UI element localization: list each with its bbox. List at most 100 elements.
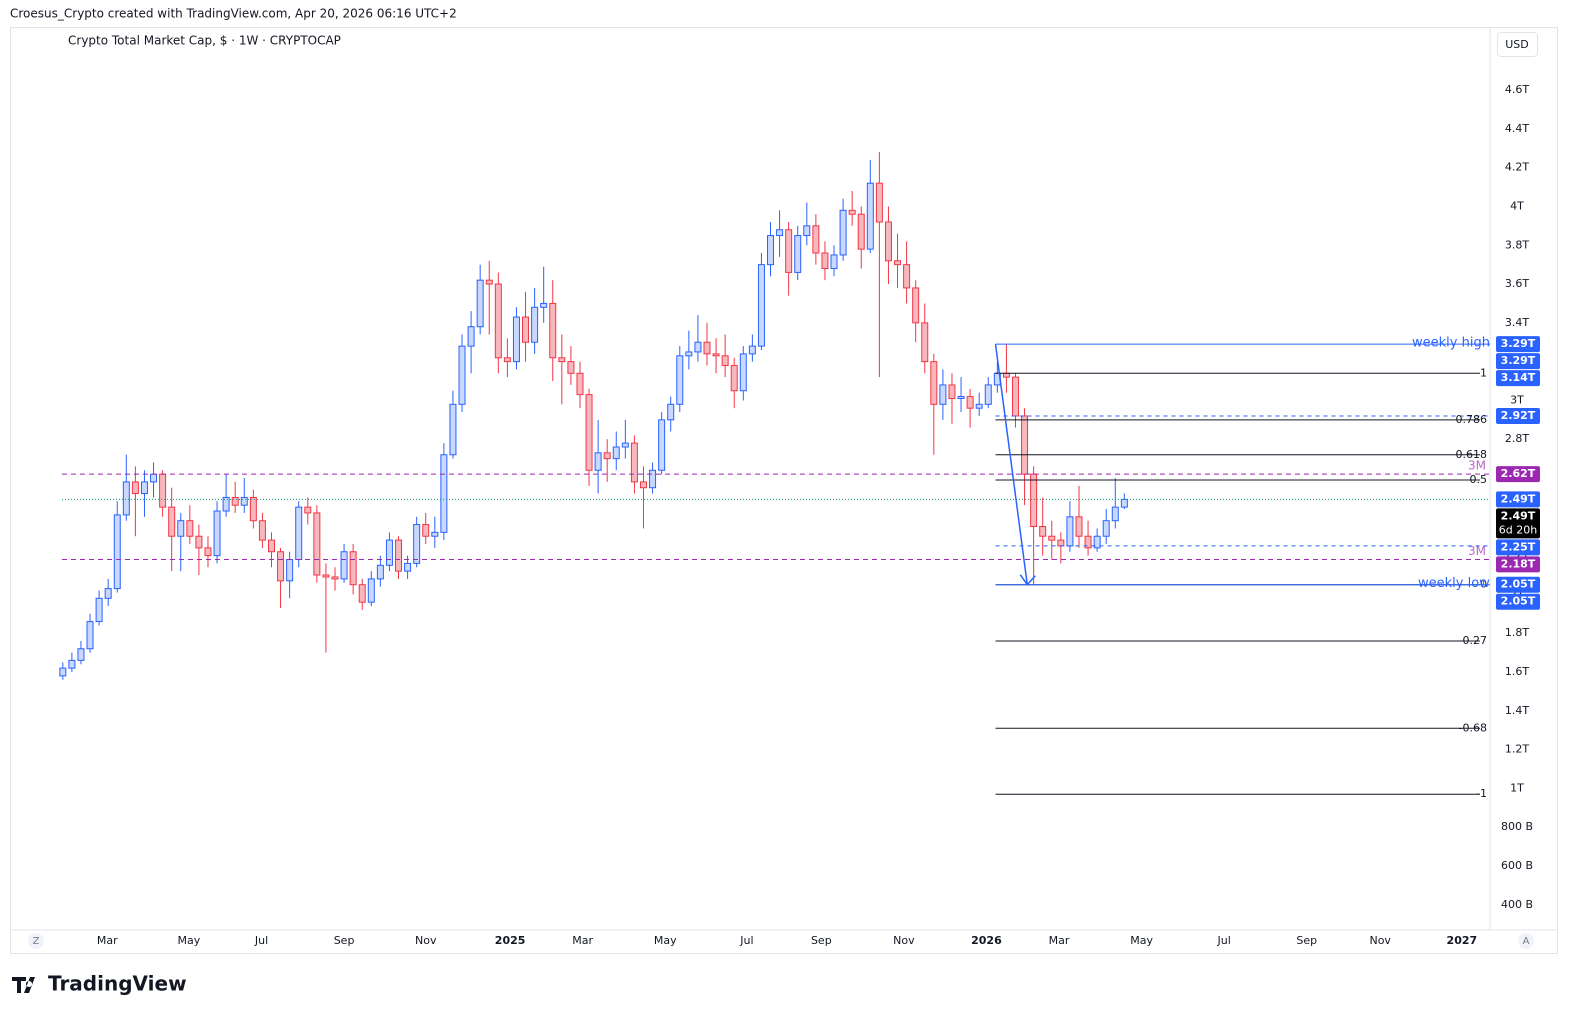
price-badge-label: 2.49T bbox=[1501, 492, 1536, 505]
candle-body bbox=[803, 225, 811, 237]
candle-body bbox=[449, 403, 457, 456]
scale-button[interactable] bbox=[28, 933, 44, 949]
candle-body bbox=[658, 419, 666, 471]
attribution: Croesus_Crypto created with TradingView.… bbox=[10, 7, 457, 21]
scale-button-label[interactable]: A bbox=[1523, 936, 1530, 947]
fib-level-label: 1 bbox=[1480, 366, 1487, 379]
weekly-low-label: weekly low bbox=[1418, 576, 1490, 591]
candle-body bbox=[685, 351, 693, 357]
x-tick-label: Sep bbox=[334, 934, 355, 947]
candle-body bbox=[331, 576, 339, 580]
x-tick-label: Sep bbox=[1296, 934, 1317, 947]
x-tick-label: 2026 bbox=[971, 934, 1002, 947]
candle-body bbox=[68, 659, 76, 669]
candle-body bbox=[1093, 535, 1101, 549]
candle-body bbox=[249, 496, 257, 522]
y-tick-label: 400 B bbox=[1501, 898, 1533, 911]
candle-body bbox=[975, 403, 983, 409]
price-badge bbox=[1496, 336, 1540, 353]
candle-body bbox=[122, 481, 130, 516]
y-tick-label: 3T bbox=[1510, 393, 1524, 406]
y-tick-label: 1.2T bbox=[1505, 743, 1529, 756]
drawn-arrow-head bbox=[1019, 574, 1036, 586]
candle-body bbox=[431, 531, 439, 537]
candle-body bbox=[676, 355, 684, 405]
candle-body bbox=[494, 283, 502, 359]
scale-button-label[interactable]: Z bbox=[33, 936, 40, 947]
price-badge-label: 2.05T bbox=[1501, 578, 1536, 591]
candle-body bbox=[1030, 473, 1038, 528]
y-tick-label: 1.8T bbox=[1505, 626, 1529, 639]
x-tick-label: May bbox=[178, 934, 201, 947]
price-badge bbox=[1496, 491, 1540, 508]
candle-body bbox=[703, 341, 711, 355]
candle-body bbox=[1075, 516, 1083, 537]
candle-body bbox=[1048, 535, 1056, 541]
candle-body bbox=[594, 452, 602, 471]
candle-body bbox=[812, 225, 820, 254]
x-tick-label: 2027 bbox=[1447, 934, 1478, 947]
candle-body bbox=[549, 302, 557, 359]
y-tick-label: 1.6T bbox=[1505, 665, 1529, 678]
x-tick-label: Nov bbox=[893, 934, 915, 947]
x-tick-label: Jul bbox=[1217, 934, 1231, 947]
candle-body bbox=[630, 442, 638, 483]
fib-level-label: -1 bbox=[1476, 787, 1487, 800]
currency[interactable]: USD bbox=[1505, 38, 1529, 51]
candle-body bbox=[77, 648, 85, 661]
candle-body bbox=[948, 384, 956, 399]
y-tick-label: 4.6T bbox=[1505, 83, 1529, 96]
price-badge bbox=[1496, 539, 1540, 556]
candle-body bbox=[1002, 372, 1010, 378]
candle-body bbox=[295, 506, 303, 561]
candle-body bbox=[286, 559, 294, 582]
price-badge bbox=[1496, 593, 1540, 610]
x-tick-label: Nov bbox=[1369, 934, 1391, 947]
currency-button[interactable] bbox=[1497, 32, 1538, 57]
candle-body bbox=[1011, 376, 1019, 417]
price-badge bbox=[1496, 353, 1540, 370]
candle-body bbox=[939, 384, 947, 405]
candle-body bbox=[422, 524, 430, 537]
candle-body bbox=[894, 260, 902, 266]
candle-body bbox=[222, 496, 230, 512]
candle-body bbox=[848, 209, 856, 215]
y-tick-label: 600 B bbox=[1501, 859, 1533, 872]
candle-body bbox=[131, 481, 139, 495]
candle-body bbox=[349, 551, 357, 586]
candle-body bbox=[458, 345, 466, 405]
candle-body bbox=[957, 396, 965, 399]
chart-frame bbox=[10, 27, 1558, 954]
candle-body bbox=[204, 547, 212, 557]
candle-body bbox=[104, 588, 112, 599]
brand: TradingView bbox=[48, 972, 187, 996]
drawn-arrow bbox=[994, 344, 1029, 585]
price-badge bbox=[1496, 576, 1540, 593]
candle-body bbox=[59, 667, 67, 677]
candle-body bbox=[857, 213, 865, 250]
fib-level-label: 0.618 bbox=[1456, 448, 1488, 461]
candle-body bbox=[585, 394, 593, 471]
candle-body bbox=[540, 302, 548, 308]
x-tick-label: Mar bbox=[572, 934, 593, 947]
y-tick-label: 4.4T bbox=[1505, 122, 1529, 135]
candle-body bbox=[522, 316, 530, 343]
y-tick-label: 1.4T bbox=[1505, 704, 1529, 717]
candle-body bbox=[86, 621, 94, 650]
fib-level-label: 0.5 bbox=[1470, 473, 1488, 486]
candle-body bbox=[785, 229, 793, 273]
candle-body bbox=[667, 403, 675, 421]
x-tick-label: 2025 bbox=[495, 934, 526, 947]
candle-body bbox=[875, 182, 883, 223]
candle-body bbox=[313, 512, 321, 576]
y-tick-label: 1T bbox=[1510, 781, 1524, 794]
candle-body bbox=[558, 357, 566, 363]
scale-button[interactable] bbox=[1518, 933, 1534, 949]
candle-body bbox=[739, 353, 747, 392]
candle-body bbox=[467, 326, 475, 347]
price-badge bbox=[1496, 407, 1540, 424]
candle-body bbox=[195, 535, 203, 549]
candle-body bbox=[748, 345, 756, 355]
x-tick-label: Mar bbox=[97, 934, 118, 947]
